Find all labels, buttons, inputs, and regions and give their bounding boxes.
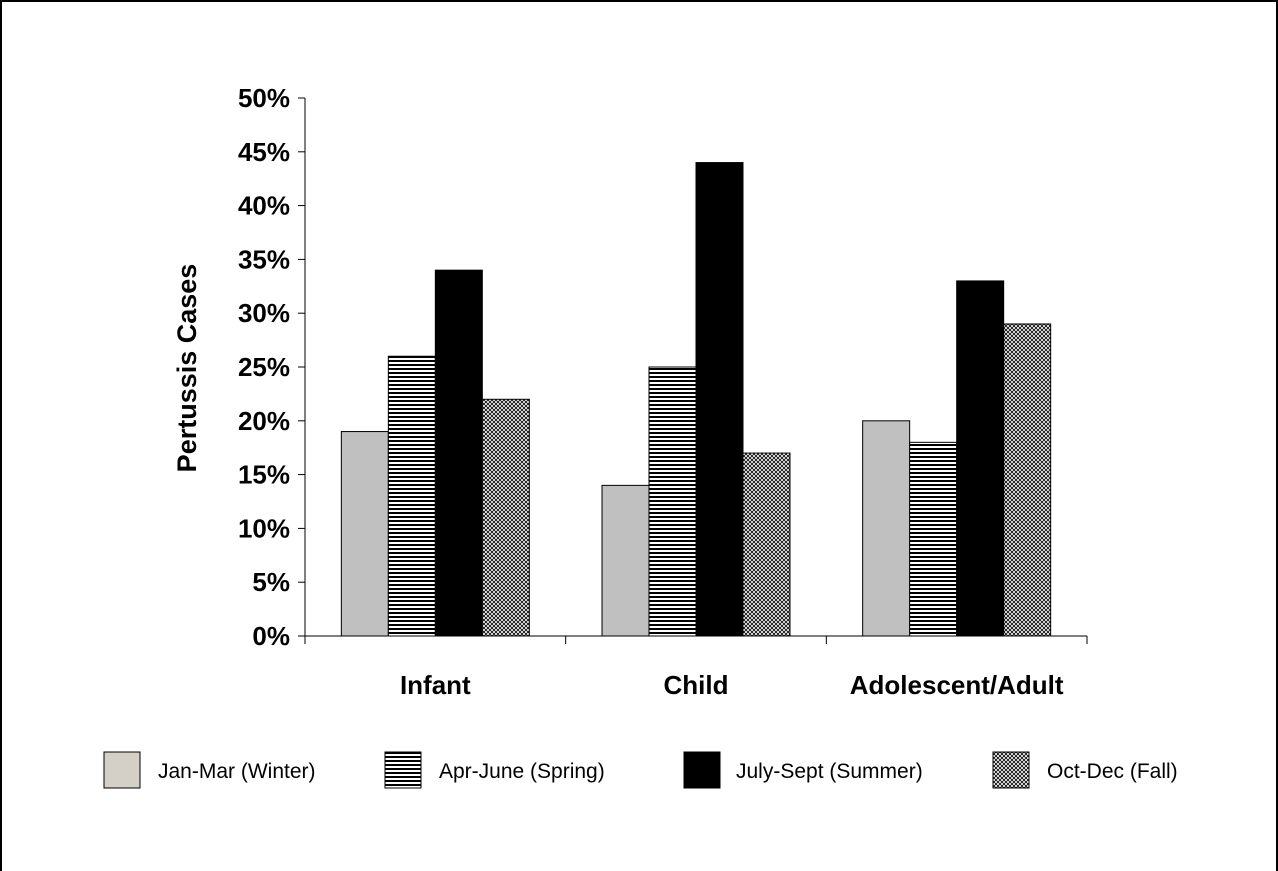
y-tick-label: 50% bbox=[238, 83, 290, 113]
legend-label: Oct-Dec (Fall) bbox=[1047, 760, 1178, 783]
y-axis-title: Pertussis Cases bbox=[172, 264, 202, 473]
y-tick-label: 20% bbox=[238, 406, 290, 436]
bar bbox=[340, 431, 389, 637]
legend-swatch bbox=[992, 751, 1030, 789]
bar bbox=[695, 162, 744, 637]
bar bbox=[648, 366, 697, 637]
x-category-label: Child bbox=[664, 670, 729, 700]
bar bbox=[434, 269, 483, 637]
legend-swatch bbox=[103, 751, 141, 789]
x-category-label: Infant bbox=[400, 670, 471, 700]
y-tick-label: 5% bbox=[252, 567, 290, 597]
x-category-label: Adolescent/Adult bbox=[850, 670, 1064, 700]
legend-swatch bbox=[683, 751, 721, 789]
legend-label: Jan-Mar (Winter) bbox=[158, 760, 316, 783]
legend-label: July-Sept (Summer) bbox=[736, 760, 923, 783]
bar bbox=[956, 280, 1005, 637]
bar bbox=[742, 452, 791, 637]
legend-label: Apr-June (Spring) bbox=[439, 760, 605, 783]
bar bbox=[1003, 323, 1052, 637]
bar bbox=[387, 355, 436, 637]
y-tick-label: 35% bbox=[238, 244, 290, 274]
legend: Jan-Mar (Winter) Apr-June (Spring) July-Se… bbox=[103, 751, 1178, 789]
y-tick-label: 40% bbox=[238, 191, 290, 221]
bar bbox=[862, 420, 911, 637]
y-tick-label: 15% bbox=[238, 460, 290, 490]
y-tick-label: 25% bbox=[238, 352, 290, 382]
legend-swatch bbox=[384, 751, 422, 789]
bars bbox=[340, 162, 1052, 637]
category-labels: Infant Child Adolescent/Adult bbox=[400, 670, 1064, 700]
bar bbox=[601, 484, 650, 637]
y-tick-label: 10% bbox=[238, 513, 290, 543]
bar bbox=[481, 398, 530, 637]
bar bbox=[909, 441, 958, 637]
x-axis bbox=[304, 635, 1088, 644]
y-tick-label: 0% bbox=[252, 621, 290, 651]
y-axis: 0% 5% 10% 15% 20% 25% 30% 35% 40% 45% 50% bbox=[238, 83, 306, 651]
y-tick-label: 45% bbox=[238, 137, 290, 167]
y-tick-label: 30% bbox=[238, 298, 290, 328]
